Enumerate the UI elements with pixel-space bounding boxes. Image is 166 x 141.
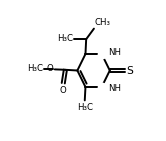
Text: CH₃: CH₃ (95, 17, 111, 27)
Text: O: O (47, 64, 54, 73)
Text: S: S (127, 66, 134, 75)
Text: O: O (60, 86, 67, 95)
Text: H₃C: H₃C (27, 64, 43, 73)
Text: H₃C: H₃C (77, 103, 93, 113)
Text: H₃C: H₃C (57, 34, 73, 43)
Text: NH: NH (108, 84, 121, 93)
Text: NH: NH (108, 48, 121, 57)
